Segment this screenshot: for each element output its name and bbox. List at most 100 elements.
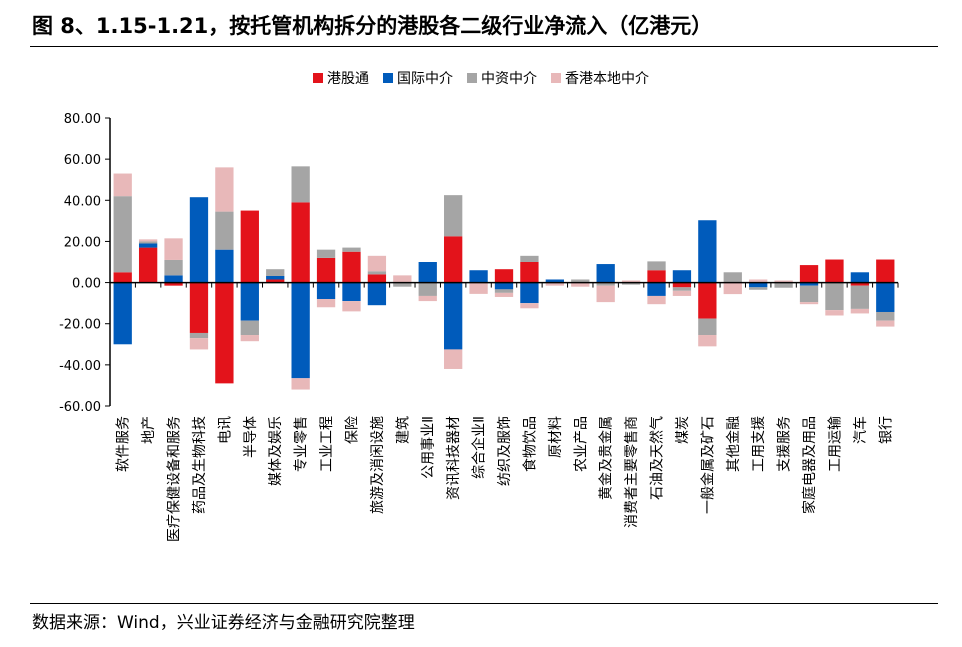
x-category-label: 石油及天然气 [649, 416, 666, 500]
bar-segment [749, 282, 768, 288]
x-category-label: 地产 [141, 416, 157, 444]
bar-segment [749, 287, 768, 290]
x-category-label: 一般金属及矿石 [700, 416, 716, 514]
legend-label: 港股通 [327, 71, 369, 87]
bar-segment [621, 280, 641, 283]
x-category-label: 煤炭 [675, 416, 691, 444]
bar-segment [189, 338, 209, 350]
bar-segment [316, 299, 336, 308]
bar-segment [367, 271, 387, 275]
bar-segment [240, 282, 259, 321]
x-category-label: 专业零售 [294, 416, 310, 472]
bar-segment [215, 282, 234, 384]
bar-segment [316, 257, 336, 283]
bar-segment [494, 289, 514, 293]
bar-segment [876, 311, 895, 321]
source-note: 数据来源：Wind，兴业证券经济与金融研究院整理 [32, 613, 415, 633]
bar-segment [113, 272, 132, 283]
x-category-label: 支援服务 [777, 416, 793, 472]
bar-segment [850, 272, 870, 283]
bar-segment [189, 332, 209, 339]
bar-segment [164, 275, 183, 283]
bar-segment [494, 292, 514, 297]
bar-segment [113, 196, 132, 273]
bar-segment [876, 320, 895, 327]
bar-segment [596, 264, 615, 283]
bar-segment [138, 247, 158, 283]
y-tick-label: -60.00 [59, 400, 101, 415]
bar-segment [342, 301, 361, 312]
bar-segment [723, 282, 742, 295]
x-category-label: 半导体 [243, 416, 259, 458]
bar-segment [647, 282, 666, 296]
legend-item: 香港本地中介 [551, 68, 649, 88]
x-category-label: 工用运输 [827, 416, 843, 472]
bar-segment [240, 335, 259, 342]
x-category-label: 食物饮品 [521, 416, 538, 472]
bar-segment [418, 262, 437, 283]
bar-segment [113, 173, 132, 197]
bar-segment [850, 282, 870, 286]
bar-segment [520, 262, 539, 283]
bar-segment [647, 270, 666, 283]
legend-swatch [551, 73, 561, 83]
chart-legend: 港股通 国际中介 中资中介 香港本地中介 [0, 68, 962, 88]
bar-segment [316, 282, 336, 300]
x-category-label: 资讯科技器材 [446, 416, 462, 500]
bar-segment [672, 290, 692, 296]
bar-segment [164, 238, 183, 260]
x-category-label: 汽车 [852, 416, 869, 444]
y-tick-label: -20.00 [59, 318, 101, 333]
y-tick-label: 0.00 [72, 277, 101, 292]
x-category-label: 旅游及消闲设施 [370, 416, 386, 514]
bar-segment [799, 302, 819, 305]
bar-segment [291, 378, 310, 390]
bar-segment [367, 274, 387, 283]
bar-segment [520, 255, 539, 262]
bar-segment [799, 285, 819, 303]
bar-segment [418, 295, 437, 302]
bar-segment [367, 255, 387, 272]
bar-segment [189, 197, 209, 283]
x-category-label: 保险 [344, 416, 360, 444]
bar-segment [850, 308, 870, 314]
bar-segment [698, 220, 717, 283]
bar-segment [494, 282, 514, 290]
bar-segment [520, 282, 539, 304]
bar-segment [799, 265, 819, 283]
bar-segment [876, 259, 895, 283]
bar-segment [444, 282, 463, 350]
x-category-label: 家庭电器及用品 [801, 416, 818, 514]
bar-segment [444, 349, 463, 369]
bar-segment [621, 282, 641, 285]
source-divider [30, 603, 938, 604]
bar-segment [850, 285, 870, 309]
bar-segment [672, 287, 692, 291]
bar-segment [799, 282, 819, 286]
bar-segment [596, 285, 615, 303]
bar-segment [494, 269, 514, 283]
legend-label: 国际中介 [397, 71, 453, 87]
bar-segment [545, 279, 564, 283]
bar-segment [876, 282, 895, 312]
x-category-label: 消费者主要零售商 [624, 416, 640, 528]
bar-segment [215, 211, 234, 250]
bar-segment [774, 282, 793, 288]
bar-segment [367, 282, 387, 306]
bar-segment [698, 318, 717, 336]
bar-segment [393, 282, 412, 287]
y-tick-label: -40.00 [59, 359, 101, 374]
legend-item: 国际中介 [383, 68, 453, 88]
bar-segment [266, 269, 285, 276]
legend-item: 中资中介 [467, 68, 537, 88]
x-category-label: 药品及生物科技 [192, 416, 208, 514]
bar-segment [215, 167, 234, 212]
x-category-label: 工用支援 [751, 416, 767, 472]
bar-segment [647, 261, 666, 271]
legend-label: 中资中介 [481, 71, 537, 87]
y-tick-label: 80.00 [64, 112, 101, 127]
x-category-label: 媒体及娱乐 [268, 416, 284, 486]
y-tick-label: 40.00 [64, 194, 101, 209]
x-category-label: 工业工程 [319, 416, 335, 472]
bar-segment [825, 259, 844, 283]
